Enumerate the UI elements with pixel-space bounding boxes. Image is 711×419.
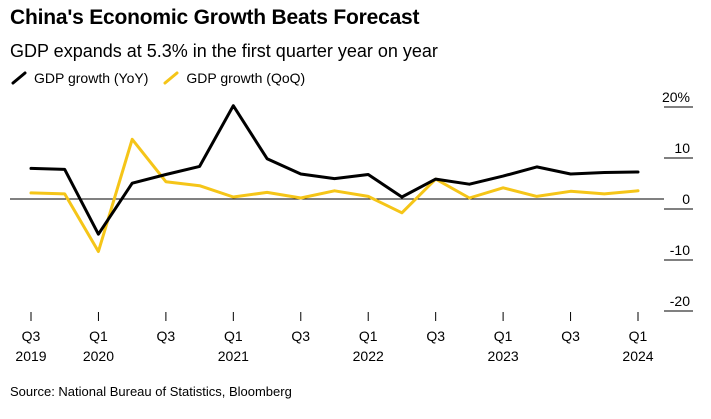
legend-label-yoy: GDP growth (YoY): [34, 70, 149, 86]
legend-label-qoq: GDP growth (QoQ): [186, 70, 306, 86]
x-tick-quarter: Q1: [224, 328, 243, 344]
x-tick-year: 2020: [83, 348, 114, 364]
x-tick-year: 2024: [622, 348, 653, 364]
series-line-yoy: [29, 104, 640, 236]
y-tick-label: 10: [674, 140, 690, 156]
chart-title: China's Economic Growth Beats Forecast: [10, 6, 420, 29]
chart-subtitle: GDP expands at 5.3% in the first quarter…: [10, 41, 438, 61]
x-tick-year: 2022: [353, 348, 384, 364]
legend: GDP growth (YoY) GDP growth (QoQ): [10, 70, 319, 86]
x-tick-quarter: Q1: [494, 328, 513, 344]
x-tick-year: 2019: [15, 348, 46, 364]
y-tick-label: 0: [682, 191, 690, 207]
x-tick-year: 2023: [488, 348, 519, 364]
x-tick-quarter: Q1: [359, 328, 378, 344]
legend-item-qoq: GDP growth (QoQ): [162, 70, 305, 86]
y-tick-label: -20: [670, 293, 690, 309]
source-note: Source: National Bureau of Statistics, B…: [10, 384, 292, 399]
x-tick-quarter: Q3: [561, 328, 580, 344]
x-tick-year: 2021: [218, 348, 249, 364]
y-tick-label: 20%: [662, 89, 690, 105]
legend-swatch-yoy-icon: [11, 71, 27, 85]
x-tick-quarter: Q3: [426, 328, 445, 344]
series-line-qoq: [29, 137, 640, 253]
x-tick-quarter: Q1: [89, 328, 108, 344]
legend-swatch-qoq-icon: [163, 71, 179, 85]
y-tick-label: -10: [670, 242, 690, 258]
x-tick-quarter: Q3: [291, 328, 310, 344]
legend-item-yoy: GDP growth (YoY): [10, 70, 148, 86]
x-tick-quarter: Q3: [157, 328, 176, 344]
x-tick-quarter: Q3: [22, 328, 41, 344]
x-tick-quarter: Q1: [629, 328, 648, 344]
